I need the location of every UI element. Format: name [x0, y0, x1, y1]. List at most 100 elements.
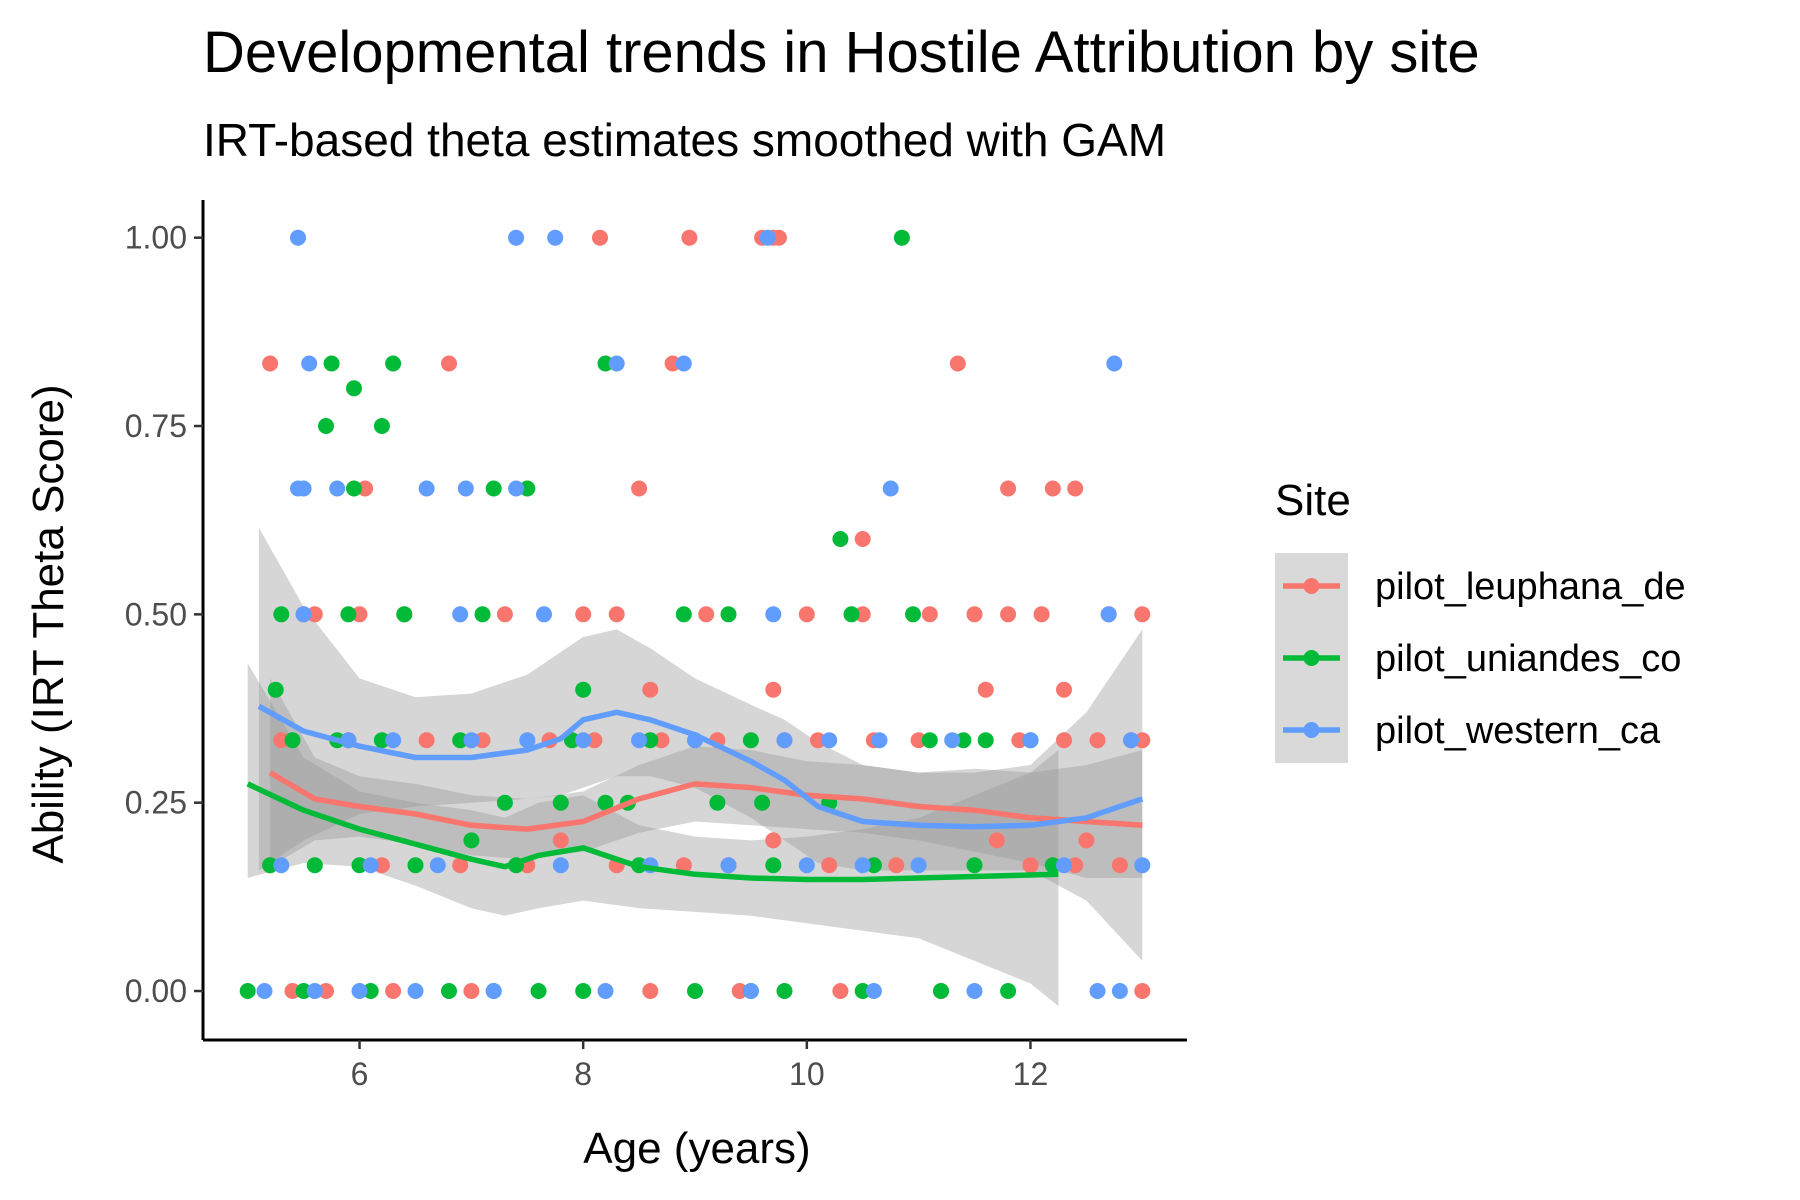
point-series-1: [1022, 857, 1039, 874]
point-series-2: [306, 857, 323, 874]
point-series-2: [642, 732, 659, 749]
point-series-3: [759, 229, 776, 246]
point-series-3: [742, 983, 759, 999]
point-series-3: [463, 732, 480, 749]
point-series-3: [418, 480, 435, 497]
point-series-2: [575, 983, 592, 999]
point-series-2: [396, 606, 413, 623]
point-series-3: [362, 857, 379, 874]
point-series-1: [1067, 480, 1084, 497]
point-series-1: [821, 857, 838, 874]
point-series-1: [966, 606, 983, 623]
point-series-1: [318, 983, 334, 999]
point-series-1: [988, 832, 1005, 849]
y-tick-label: 0.00: [125, 973, 187, 1009]
x-axis-title: Age (years): [583, 1124, 810, 1173]
point-series-3: [1111, 983, 1128, 999]
confidence-bands: [247, 527, 1143, 1007]
legend-title: Site: [1275, 476, 1351, 525]
point-series-3: [552, 857, 569, 874]
point-series-2: [346, 480, 362, 497]
point-series-2: [373, 418, 390, 434]
point-series-3: [329, 480, 346, 497]
x-tick-label: 8: [574, 1056, 592, 1092]
point-series-2: [597, 794, 614, 811]
x-tick-label: 6: [351, 1056, 369, 1092]
point-series-1: [1011, 732, 1028, 749]
point-series-3: [821, 732, 838, 749]
point-series-3: [720, 857, 737, 874]
point-series-2: [452, 732, 469, 749]
smooth-line-series-2: [246, 781, 1059, 883]
point-series-1: [977, 681, 994, 698]
x-tick-label: 10: [789, 1056, 825, 1092]
point-series-2: [519, 480, 536, 497]
point-series-3: [407, 983, 424, 999]
legend-key-point: [1303, 650, 1320, 666]
point-series-3: [301, 355, 318, 372]
legend-key-point: [1303, 578, 1320, 594]
y-tick-label: 0.75: [125, 408, 187, 444]
point-series-3: [910, 857, 927, 874]
point-series-3: [457, 480, 474, 497]
point-series-3: [675, 355, 692, 372]
point-series-1: [385, 983, 402, 999]
point-series-1: [474, 732, 491, 749]
point-series-1: [1134, 732, 1151, 749]
point-series-1: [1134, 606, 1151, 623]
point-series-2: [463, 832, 480, 849]
point-series-1: [552, 832, 569, 849]
point-series-3: [1106, 355, 1123, 372]
point-series-2: [373, 732, 390, 749]
point-series-1: [306, 606, 323, 623]
point-series-3: [351, 983, 368, 999]
point-series-3: [273, 857, 290, 874]
point-series-1: [441, 355, 457, 372]
point-series-1: [463, 983, 480, 999]
point-series-3: [1100, 606, 1117, 623]
point-series-2: [552, 794, 569, 811]
point-series-2: [262, 857, 279, 874]
legend-label: pilot_leuphana_de: [1375, 566, 1686, 608]
point-series-2: [687, 983, 703, 999]
point-series-3: [295, 480, 312, 497]
point-series-2: [273, 606, 290, 623]
point-series-2: [776, 983, 793, 999]
point-series-3: [547, 229, 564, 246]
point-series-2: [675, 606, 692, 623]
point-series-1: [608, 606, 625, 623]
point-series-1: [664, 355, 681, 372]
point-series-2: [966, 857, 983, 874]
point-series-1: [1078, 832, 1095, 849]
point-series-1: [373, 857, 390, 874]
point-series-2: [496, 794, 513, 811]
point-series-1: [1067, 857, 1084, 874]
point-series-2: [933, 983, 949, 999]
point-series-2: [843, 606, 860, 623]
point-series-3: [765, 606, 782, 623]
point-series-1: [273, 732, 290, 749]
point-series-2: [1044, 857, 1061, 874]
point-series-1: [810, 732, 826, 749]
point-series-1: [1000, 606, 1017, 623]
point-series-1: [770, 229, 787, 246]
legend-label: pilot_western_ca: [1375, 710, 1661, 752]
legend-label: pilot_uniandes_co: [1375, 638, 1681, 680]
point-series-2: [865, 857, 882, 874]
point-series-1: [765, 832, 782, 849]
point-series-3: [944, 732, 961, 749]
point-series-1: [681, 229, 698, 246]
point-series-1: [631, 480, 648, 497]
point-series-2: [318, 418, 334, 434]
point-series-1: [575, 606, 592, 623]
point-series-2: [1000, 983, 1017, 999]
point-series-3: [871, 732, 888, 749]
point-series-1: [1111, 857, 1128, 874]
point-series-1: [675, 857, 692, 874]
confidence-band-2: [247, 663, 1059, 1007]
y-axis-title: Ability (IRT Theta Score): [24, 384, 73, 863]
point-series-1: [854, 531, 871, 547]
point-series-3: [865, 983, 882, 999]
scatter-points: [239, 229, 1151, 999]
point-series-2: [765, 857, 782, 874]
